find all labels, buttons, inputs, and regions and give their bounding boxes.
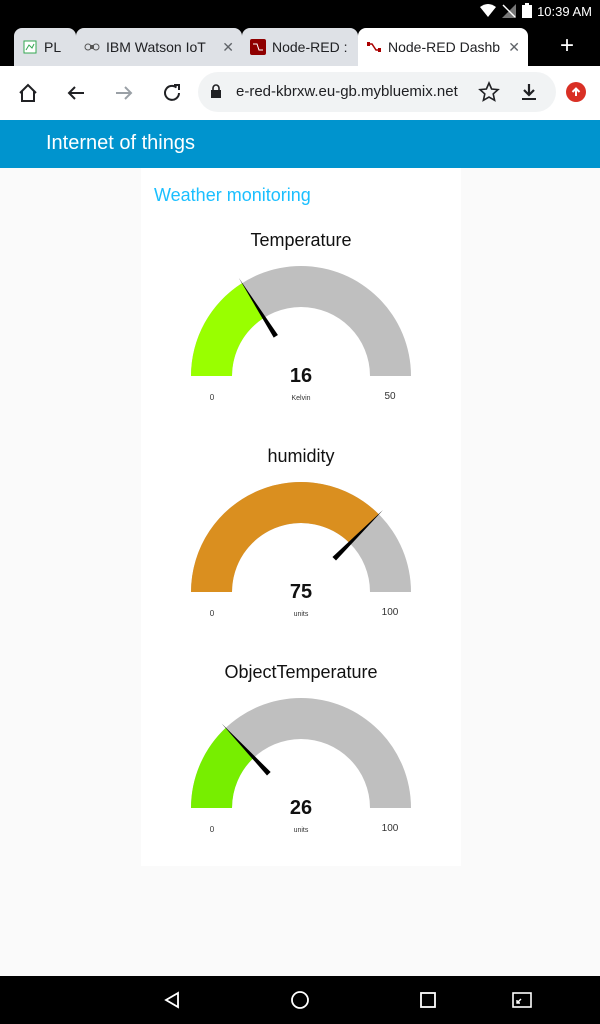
gauge-track [191,698,411,808]
gauge-dial [191,482,411,592]
back-nav-icon[interactable] [160,988,184,1012]
bookmark-star-icon[interactable] [478,80,500,108]
tab-label: Node-RED Dashb [388,39,501,55]
status-bar: 10:39 AM [0,0,600,24]
gauge-min: 0 [209,609,215,618]
bee-icon [84,39,100,55]
tab-label: PL [44,39,62,55]
status-icons [480,3,532,23]
url-text: e-red-kbrxw.eu-gb.mybluemix.net [236,83,458,100]
node-red-icon [250,39,266,55]
group-title: Weather monitoring [154,185,311,205]
gauge-temperature: Temperature 16 Kelvin 0 50 [141,230,461,430]
weather-monitoring-card: Weather monitoring Temperature 16 Kelvin… [141,168,461,866]
lock-icon [210,84,222,104]
reload-icon[interactable] [158,79,186,107]
tab-ibm-watson[interactable]: IBM Watson IoT ✕ [76,28,242,66]
tab-node-red-dashboard[interactable]: Node-RED Dashb ✕ [358,28,528,66]
download-icon[interactable] [518,81,540,108]
tab-node-red-flow[interactable]: Node-RED : no [242,28,358,66]
gauge-title: ObjectTemperature [224,662,378,682]
back-icon[interactable] [62,79,90,107]
tab-strip: PL IBM Watson IoT ✕ Node-RED : no Node-R… [0,24,600,66]
gauge-unit: units [293,611,309,618]
gauge-value: 75 [289,581,313,603]
gauge-needle [332,509,384,561]
clock: 10:39 AM [537,4,592,19]
close-tab-icon[interactable]: ✕ [508,38,520,55]
gauge-fill [191,283,265,376]
gauge-humidity: humidity 75 units 0 100 [141,446,461,646]
gauge-title: Temperature [250,230,352,250]
browser-toolbar: e-red-kbrxw.eu-gb.mybluemix.net [0,66,600,121]
gauge-object-temperature: ObjectTemperature 26 units 0 100 [141,662,461,862]
home-nav-icon[interactable] [288,988,312,1012]
tab-label: IBM Watson IoT [106,39,206,55]
gauge-max: 100 [381,607,399,618]
gauge-unit: Kelvin [291,395,311,402]
gauge-fill [191,727,254,808]
wifi-icon [480,3,496,23]
battery-icon [522,3,532,23]
gauge-value: 16 [289,365,313,387]
system-nav-bar [0,976,600,1024]
node-red-icon [366,39,382,55]
dashboard-title: Internet of things [46,132,195,154]
dashboard-header: Internet of things [0,120,600,168]
home-icon[interactable] [14,79,42,107]
update-icon[interactable] [566,82,586,102]
tab-pl[interactable]: PL [14,28,76,66]
spreadsheet-icon [22,39,38,55]
gauge-title: humidity [267,446,335,466]
gauge-max: 50 [384,391,396,402]
gauge-unit: units [293,827,309,834]
gauge-max: 100 [381,823,399,834]
gauge-value: 26 [289,797,313,819]
close-tab-icon[interactable]: ✕ [222,38,234,55]
no-signal-icon [502,3,516,23]
gauge-needle [221,723,271,776]
tab-label: Node-RED : no [272,39,350,55]
forward-icon[interactable] [110,79,138,107]
address-bar[interactable]: e-red-kbrxw.eu-gb.mybluemix.net [198,72,556,112]
gauge-min: 0 [209,393,215,402]
new-tab-icon[interactable]: + [559,32,574,59]
gauge-min: 0 [209,825,215,834]
gauge-dial [191,266,411,376]
gauge-fill [191,482,379,592]
gauge-dial [191,698,411,808]
gauge-needle [238,278,278,338]
screen-rotate-icon[interactable] [510,988,534,1012]
recents-nav-icon[interactable] [416,988,440,1012]
